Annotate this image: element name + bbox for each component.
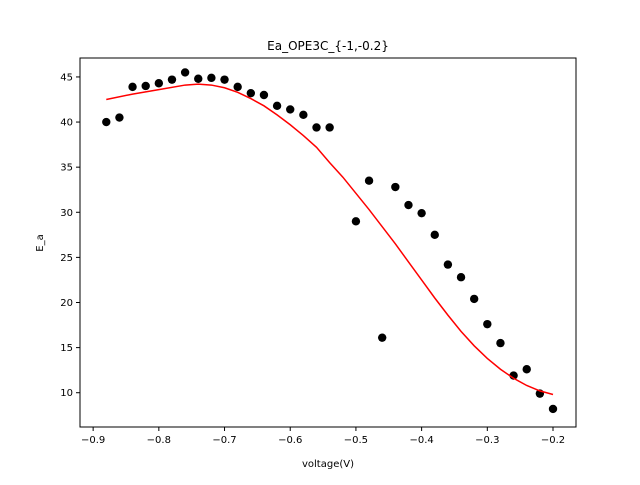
plot-frame xyxy=(79,57,577,428)
plot-area xyxy=(102,68,558,414)
data-point xyxy=(496,338,505,348)
data-point xyxy=(391,182,400,192)
y-tick-label: 40 xyxy=(60,118,73,129)
data-point xyxy=(430,230,439,240)
data-point xyxy=(220,75,229,84)
data-point xyxy=(325,123,334,132)
data-point xyxy=(115,113,124,122)
data-point xyxy=(154,79,164,88)
data-point xyxy=(377,333,387,342)
data-point xyxy=(351,217,361,226)
x-axis-ticks: −0.9 −0.8 −0.7 −0.6 −0.5 −0.4 −0.3 −0.2 xyxy=(81,427,565,446)
data-point xyxy=(364,176,374,185)
data-point xyxy=(312,123,321,132)
data-point xyxy=(259,90,269,100)
data-point xyxy=(548,404,558,414)
data-point xyxy=(286,105,295,114)
x-tick-label: −0.7 xyxy=(212,435,236,446)
y-tick-label: 45 xyxy=(60,72,73,83)
x-tick-label: −0.6 xyxy=(278,435,302,446)
y-tick-label: 25 xyxy=(60,253,73,264)
y-tick-label: 30 xyxy=(60,208,73,219)
data-point xyxy=(233,82,242,92)
chart-title: Ea_OPE3C_{-1,-0.2} xyxy=(267,39,389,53)
x-tick-label: −0.3 xyxy=(475,435,499,446)
data-point xyxy=(102,117,111,127)
data-point xyxy=(272,101,282,111)
data-point xyxy=(522,365,531,374)
fit-line xyxy=(106,83,554,396)
y-tick-label: 35 xyxy=(60,163,73,174)
data-point xyxy=(299,110,308,120)
data-point xyxy=(207,73,216,83)
x-tick-label: −0.5 xyxy=(344,435,368,446)
data-point xyxy=(456,273,466,282)
data-point xyxy=(404,200,413,210)
y-axis-label: E_a xyxy=(35,234,46,251)
data-point xyxy=(469,294,479,304)
y-tick-label: 20 xyxy=(60,298,73,309)
data-point xyxy=(194,74,203,83)
x-axis-label: voltage(V) xyxy=(302,459,354,470)
y-tick-label: 15 xyxy=(60,343,73,354)
x-tick-label: −0.2 xyxy=(541,435,565,446)
y-axis-ticks: 10 15 20 25 30 35 40 45 xyxy=(60,72,80,399)
data-point xyxy=(417,208,426,218)
data-point xyxy=(246,88,256,98)
data-point xyxy=(167,75,177,84)
y-tick-label: 10 xyxy=(60,388,73,399)
x-tick-label: −0.8 xyxy=(147,435,171,446)
x-tick-label: −0.4 xyxy=(409,435,433,446)
data-point xyxy=(483,319,492,329)
data-point xyxy=(141,81,150,91)
x-tick-label: −0.9 xyxy=(81,435,105,446)
data-point xyxy=(443,260,453,269)
data-point xyxy=(128,82,137,92)
data-point xyxy=(180,68,190,77)
